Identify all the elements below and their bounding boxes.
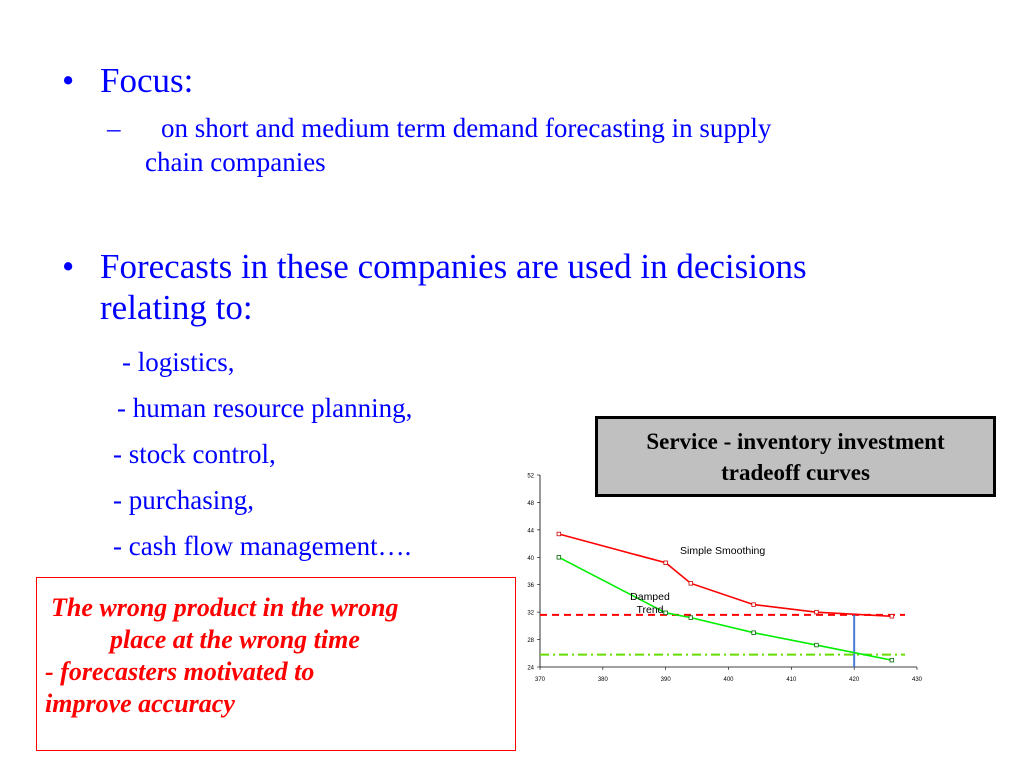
data-point: [889, 614, 895, 619]
x-tick-label: 380: [598, 677, 609, 683]
tradeoff-chart: 24 28 32 36 40 44 48 52 370 380 390 400 410 420 430 Si…: [527, 474, 923, 684]
x-tick-label: 370: [535, 677, 546, 683]
callout-line2: tradeoff curves: [721, 459, 870, 485]
series-label-damped-trend: Damped: [630, 591, 670, 603]
data-point: [663, 560, 668, 565]
y-tick-label: 24: [527, 666, 534, 672]
y-tick-label: 40: [527, 556, 534, 562]
series-line-damped-trend: [558, 556, 893, 661]
bullet-focus-text: Focus:: [100, 61, 194, 100]
list-item: - logistics,: [122, 347, 235, 377]
x-tick-label: 420: [849, 677, 860, 683]
quote-line2: place at the wrong time: [110, 625, 360, 654]
x-tick-label: 400: [723, 677, 734, 683]
series-label-damped-trend-line2: Trend: [636, 604, 663, 616]
bullet-marker: •: [62, 61, 75, 100]
bullet-marker: •: [62, 247, 75, 286]
bullet-focus: • Focus:: [62, 60, 194, 101]
data-point: [688, 581, 693, 586]
y-tick-label: 48: [527, 501, 534, 507]
x-tick-label: 390: [661, 677, 672, 683]
bullet-forecasts-line1: Forecasts in these companies are used in…: [100, 247, 807, 286]
list-item: - stock control,: [113, 439, 276, 469]
sub-bullet-line1: on short and medium term demand forecast…: [161, 113, 772, 143]
quote-line1: The wrong product in the wrong: [51, 593, 399, 622]
y-tick-label: 28: [527, 638, 534, 644]
callout-line1: Service - inventory investment: [646, 428, 945, 454]
list-item: - cash flow management….: [113, 531, 412, 561]
data-point: [556, 531, 562, 537]
bullet-forecasts-line2: relating to:: [100, 288, 253, 327]
list-item: - human resource planning,: [117, 393, 413, 423]
data-point: [556, 555, 562, 560]
y-tick-label: 52: [527, 474, 534, 480]
x-tick-label: 430: [912, 677, 923, 683]
data-point: [751, 602, 756, 607]
sub-bullet-line2: chain companies: [145, 147, 326, 177]
data-point: [814, 609, 819, 615]
y-tick-label: 44: [527, 528, 534, 534]
bullet-forecasts: • Forecasts in these companies are used …: [62, 246, 980, 328]
data-point: [889, 657, 895, 663]
y-tick-label: 36: [527, 583, 534, 589]
data-point: [814, 642, 819, 648]
data-point: [751, 630, 756, 635]
quote-line4: improve accuracy: [45, 689, 235, 718]
data-point: [663, 610, 668, 616]
data-point: [688, 615, 693, 620]
x-tick-label: 410: [786, 677, 797, 683]
quote-line3: - forecasters motivated to: [45, 657, 315, 686]
y-tick-label: 32: [527, 611, 534, 617]
list-item: - purchasing,: [113, 485, 254, 515]
series-line-simple-smoothing: [558, 533, 892, 618]
chart-callout-box: Service - inventory investment tradeoff …: [595, 416, 996, 497]
sub-bullet-marker: –: [107, 113, 121, 143]
sub-bullet-focus: – on short and medium term demand foreca…: [107, 111, 945, 179]
quote-box: The wrong product in the wrong place at …: [36, 577, 516, 751]
series-label-simple-smoothing: Simple Smoothing: [680, 545, 765, 557]
